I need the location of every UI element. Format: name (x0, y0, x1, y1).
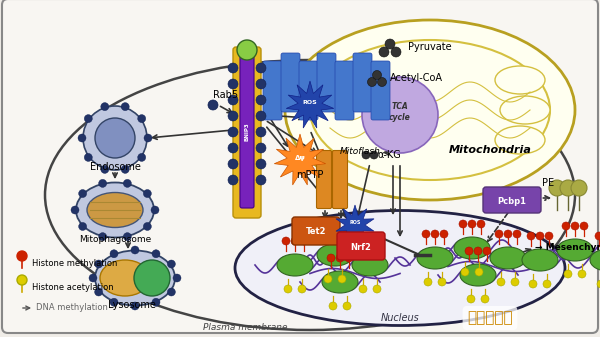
Circle shape (173, 274, 181, 282)
Circle shape (343, 302, 351, 310)
Circle shape (228, 79, 238, 89)
Ellipse shape (500, 96, 550, 124)
Circle shape (511, 278, 519, 286)
Text: 看看手游网: 看看手游网 (467, 310, 513, 326)
Circle shape (578, 270, 586, 278)
Ellipse shape (237, 40, 257, 60)
Text: Δψ: Δψ (295, 155, 305, 161)
Circle shape (144, 134, 152, 142)
Circle shape (121, 102, 129, 111)
Text: ROS: ROS (302, 100, 317, 105)
Circle shape (85, 153, 92, 161)
Text: Lysosome: Lysosome (108, 300, 156, 310)
FancyBboxPatch shape (281, 53, 300, 112)
Ellipse shape (557, 239, 593, 261)
Text: Mitochondria: Mitochondria (449, 145, 532, 155)
Circle shape (367, 78, 377, 87)
Circle shape (340, 227, 348, 235)
Circle shape (83, 106, 147, 170)
Circle shape (95, 118, 135, 158)
Circle shape (377, 78, 386, 87)
Text: PE: PE (542, 178, 554, 188)
Circle shape (549, 180, 565, 196)
FancyBboxPatch shape (371, 61, 390, 120)
FancyBboxPatch shape (353, 53, 372, 112)
Text: Histone acetylation: Histone acetylation (32, 282, 113, 292)
Circle shape (362, 77, 438, 153)
FancyBboxPatch shape (292, 217, 340, 245)
Circle shape (98, 233, 107, 241)
Circle shape (422, 230, 430, 238)
Circle shape (95, 288, 103, 296)
Circle shape (467, 295, 475, 303)
FancyBboxPatch shape (317, 53, 336, 112)
Circle shape (298, 285, 306, 293)
Circle shape (256, 143, 266, 153)
FancyBboxPatch shape (233, 47, 261, 218)
Circle shape (151, 206, 159, 214)
Circle shape (440, 230, 448, 238)
Circle shape (327, 254, 335, 262)
Text: α-KG: α-KG (378, 150, 402, 160)
Circle shape (89, 274, 97, 282)
Circle shape (121, 165, 129, 173)
Ellipse shape (590, 249, 600, 271)
Circle shape (543, 280, 551, 288)
Circle shape (228, 63, 238, 73)
Ellipse shape (317, 244, 353, 266)
Circle shape (256, 111, 266, 121)
Circle shape (85, 115, 92, 123)
Circle shape (481, 295, 489, 303)
Text: Tet2: Tet2 (306, 227, 326, 237)
Circle shape (336, 254, 344, 262)
FancyBboxPatch shape (240, 56, 254, 208)
Circle shape (291, 237, 299, 245)
Circle shape (256, 95, 266, 105)
Circle shape (143, 189, 151, 197)
Circle shape (228, 159, 238, 169)
Text: DNA methylation: DNA methylation (36, 304, 108, 312)
Circle shape (95, 260, 103, 268)
Circle shape (564, 270, 572, 278)
Circle shape (465, 247, 473, 255)
Circle shape (571, 180, 587, 196)
Text: Mitophagosome: Mitophagosome (79, 236, 151, 245)
Circle shape (228, 175, 238, 185)
Text: BNIP3: BNIP3 (245, 123, 250, 142)
Ellipse shape (277, 254, 313, 276)
Circle shape (431, 230, 439, 238)
Circle shape (98, 179, 107, 187)
FancyBboxPatch shape (317, 151, 331, 209)
Circle shape (228, 143, 238, 153)
Ellipse shape (417, 247, 453, 269)
Circle shape (375, 237, 383, 245)
Circle shape (527, 232, 535, 240)
Ellipse shape (352, 254, 388, 276)
FancyBboxPatch shape (483, 187, 541, 213)
Circle shape (131, 302, 139, 310)
Circle shape (461, 268, 469, 276)
Circle shape (529, 280, 537, 288)
Ellipse shape (495, 66, 545, 94)
Circle shape (167, 260, 175, 268)
Text: Pcbp1: Pcbp1 (497, 196, 527, 206)
Circle shape (17, 251, 27, 261)
Text: Endosome: Endosome (89, 162, 140, 172)
Circle shape (331, 227, 339, 235)
Text: Plasma membrane: Plasma membrane (203, 324, 287, 333)
Circle shape (483, 247, 491, 255)
Circle shape (79, 189, 86, 197)
Circle shape (152, 250, 160, 258)
Circle shape (391, 47, 401, 57)
Ellipse shape (322, 271, 358, 293)
Circle shape (362, 151, 370, 159)
Circle shape (474, 247, 482, 255)
Circle shape (370, 151, 378, 159)
Circle shape (338, 275, 346, 283)
Circle shape (497, 278, 505, 286)
FancyBboxPatch shape (335, 61, 354, 120)
FancyBboxPatch shape (332, 151, 347, 209)
Circle shape (468, 220, 476, 228)
Circle shape (256, 175, 266, 185)
